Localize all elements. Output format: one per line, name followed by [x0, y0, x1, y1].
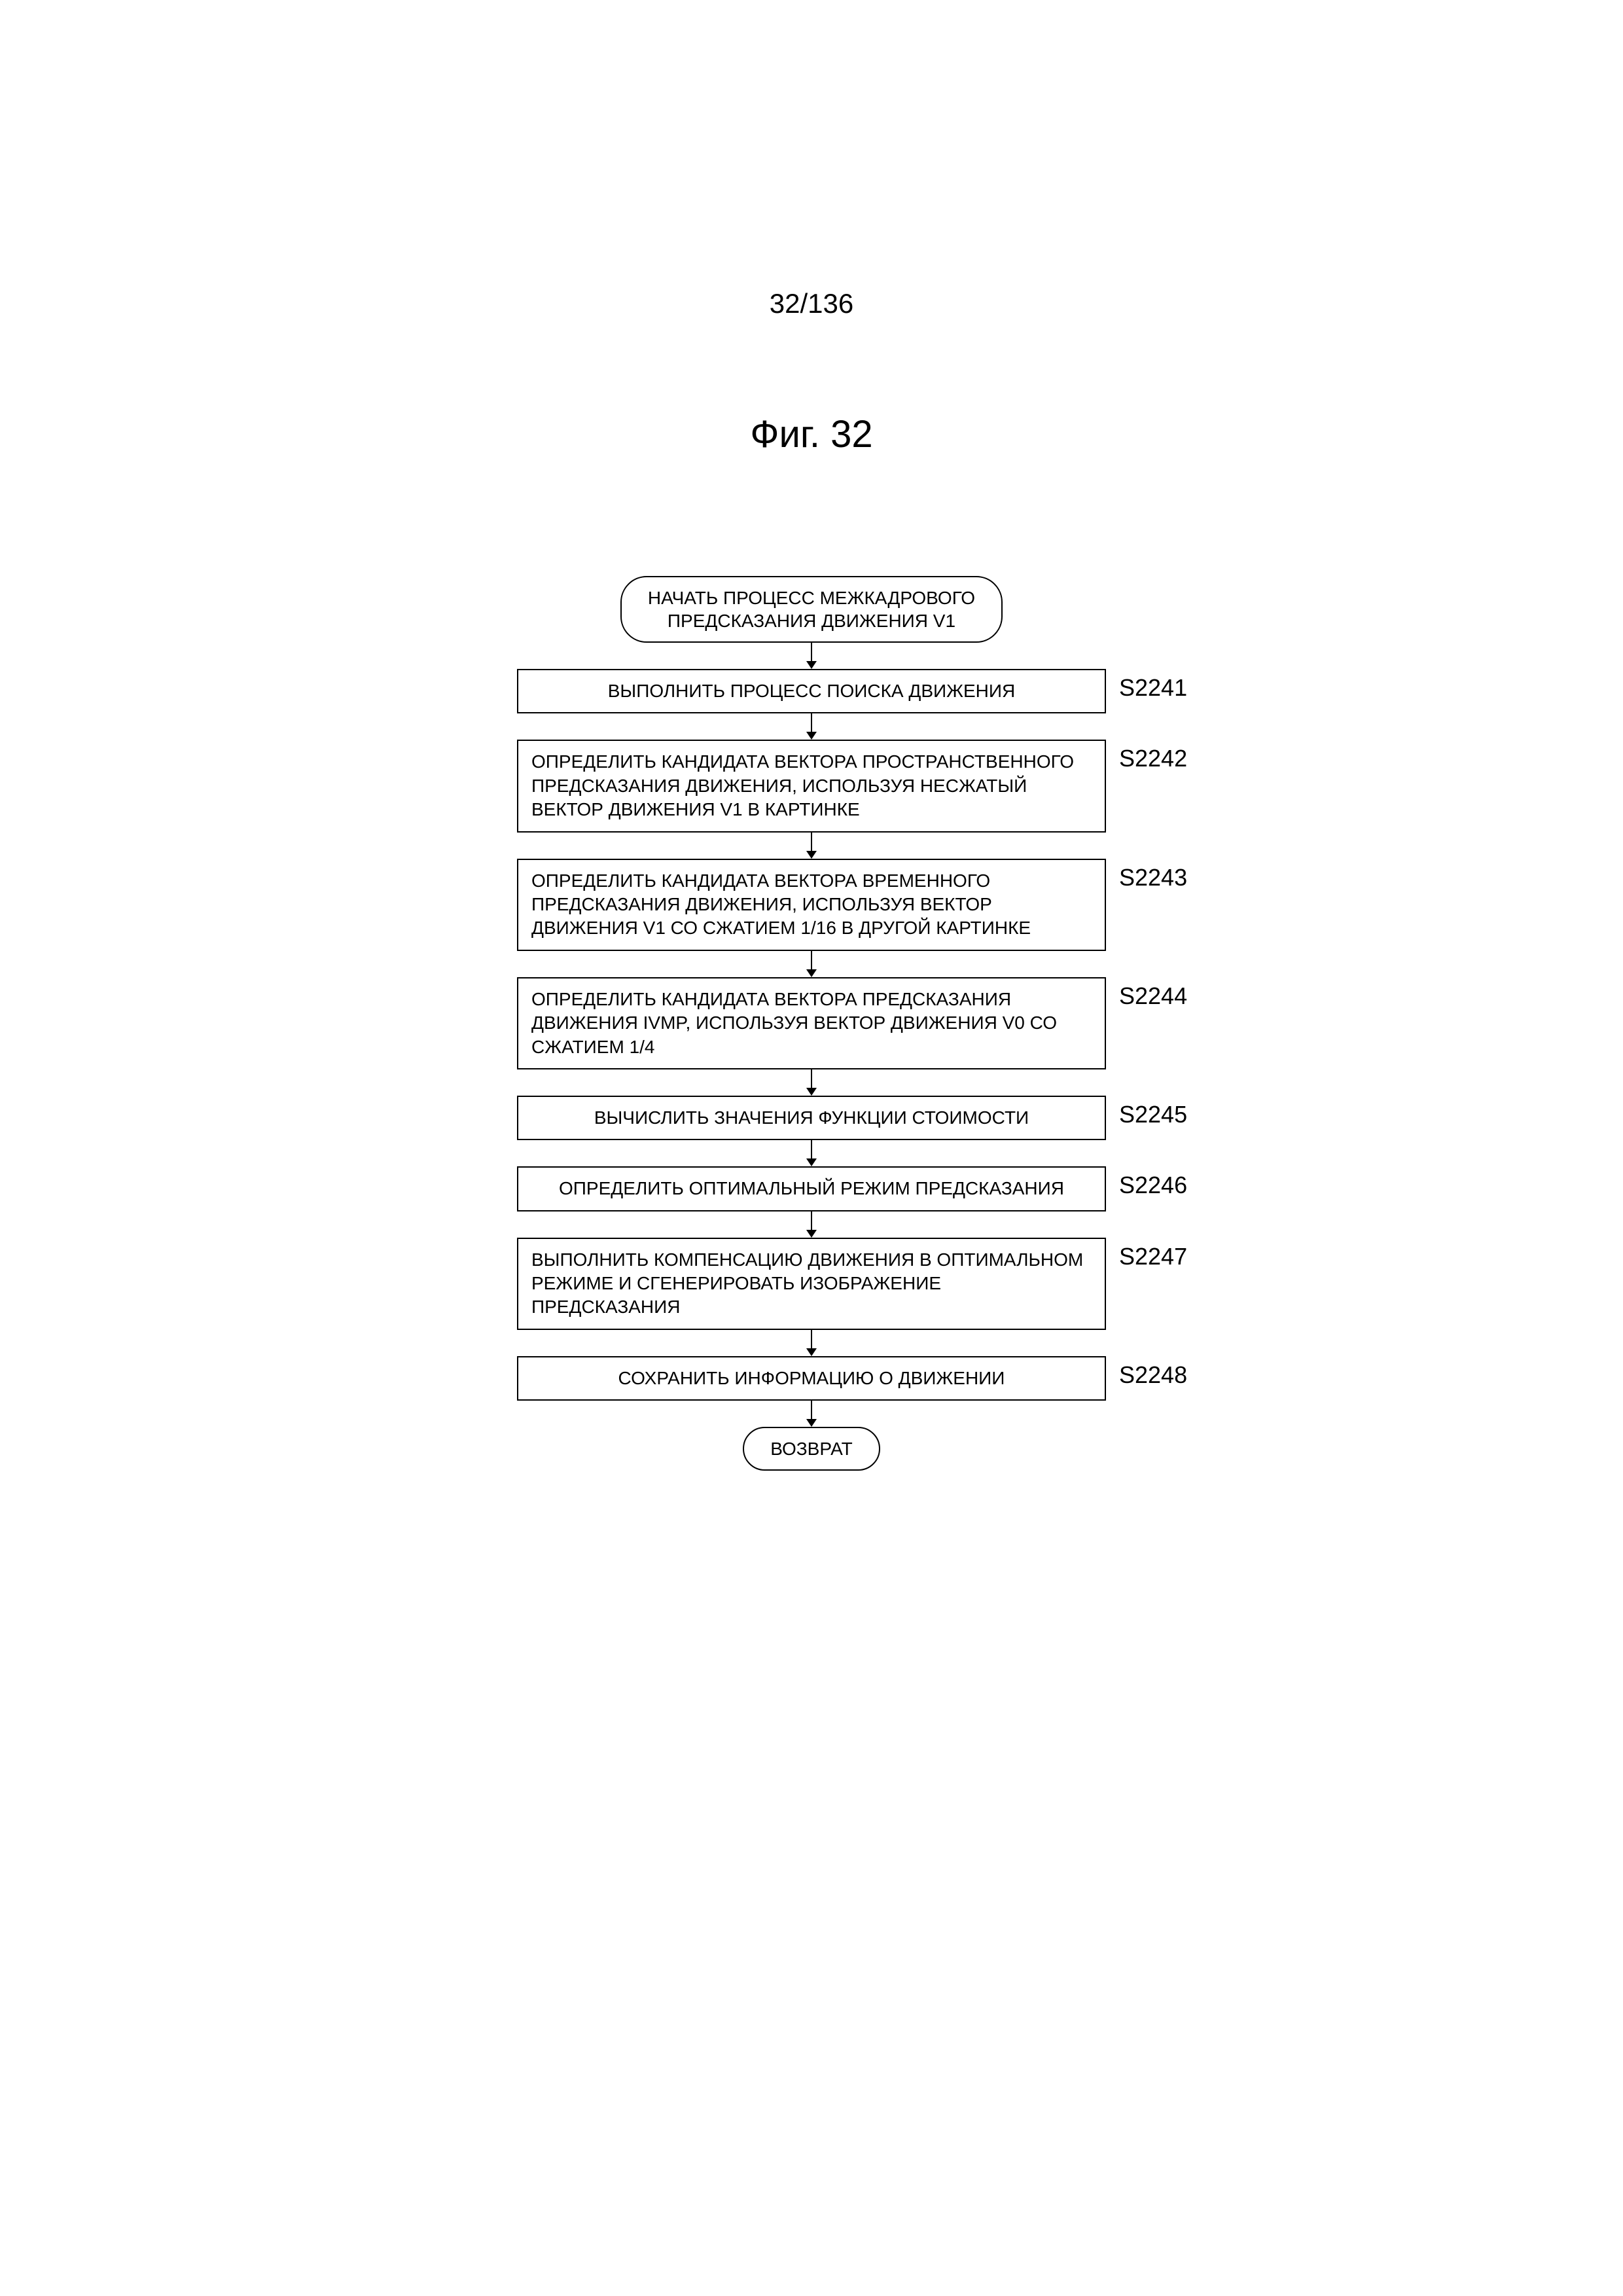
- process-box-3: ОПРЕДЕЛИТЬ КАНДИДАТА ВЕКТОРА ПРЕДСКАЗАНИ…: [517, 977, 1106, 1069]
- step-row-1: ОПРЕДЕЛИТЬ КАНДИДАТА ВЕКТОРА ПРОСТРАНСТВ…: [419, 740, 1204, 832]
- step-label-4: S2245: [1119, 1101, 1187, 1128]
- arrow-down-icon: [804, 713, 819, 740]
- arrow: [419, 1211, 1204, 1238]
- step-label-7: S2248: [1119, 1361, 1187, 1389]
- arrow: [419, 1401, 1204, 1427]
- arrow-down-icon: [804, 951, 819, 977]
- step-label-6: S2247: [1119, 1243, 1187, 1270]
- process-text-7: СОХРАНИТЬ ИНФОРМАЦИЮ О ДВИЖЕНИИ: [618, 1368, 1005, 1388]
- arrow: [419, 643, 1204, 669]
- start-terminal-row: НАЧАТЬ ПРОЦЕСС МЕЖКАДРОВОГОПРЕДСКАЗАНИЯ …: [419, 576, 1204, 643]
- arrow-down-icon: [804, 1140, 819, 1166]
- process-box-1: ОПРЕДЕЛИТЬ КАНДИДАТА ВЕКТОРА ПРОСТРАНСТВ…: [517, 740, 1106, 832]
- arrow: [419, 1140, 1204, 1166]
- arrow: [419, 713, 1204, 740]
- arrow-down-icon: [804, 833, 819, 859]
- process-text-3: ОПРЕДЕЛИТЬ КАНДИДАТА ВЕКТОРА ПРЕДСКАЗАНИ…: [531, 989, 1057, 1057]
- step-row-6: ВЫПОЛНИТЬ КОМПЕНСАЦИЮ ДВИЖЕНИЯ В ОПТИМАЛ…: [419, 1238, 1204, 1330]
- step-label-1: S2242: [1119, 745, 1187, 772]
- figure-title: Фиг. 32: [0, 412, 1623, 456]
- end-terminal-row: ВОЗВРАТ: [419, 1427, 1204, 1471]
- arrow-down-icon: [804, 1069, 819, 1096]
- step-row-3: ОПРЕДЕЛИТЬ КАНДИДАТА ВЕКТОРА ПРЕДСКАЗАНИ…: [419, 977, 1204, 1069]
- process-box-2: ОПРЕДЕЛИТЬ КАНДИДАТА ВЕКТОРА ВРЕМЕННОГО …: [517, 859, 1106, 951]
- flowchart-container: НАЧАТЬ ПРОЦЕСС МЕЖКАДРОВОГОПРЕДСКАЗАНИЯ …: [419, 576, 1204, 1471]
- arrow: [419, 1069, 1204, 1096]
- process-text-6: ВЫПОЛНИТЬ КОМПЕНСАЦИЮ ДВИЖЕНИЯ В ОПТИМАЛ…: [531, 1249, 1083, 1318]
- step-label-2: S2243: [1119, 864, 1187, 891]
- start-terminal: НАЧАТЬ ПРОЦЕСС МЕЖКАДРОВОГОПРЕДСКАЗАНИЯ …: [620, 576, 1003, 643]
- arrow-down-icon: [804, 643, 819, 669]
- arrow: [419, 951, 1204, 977]
- arrow: [419, 1330, 1204, 1356]
- arrow-down-icon: [804, 1330, 819, 1356]
- step-row-2: ОПРЕДЕЛИТЬ КАНДИДАТА ВЕКТОРА ВРЕМЕННОГО …: [419, 859, 1204, 951]
- arrow-down-icon: [804, 1211, 819, 1238]
- end-terminal: ВОЗВРАТ: [743, 1427, 880, 1471]
- process-text-0: ВЫПОЛНИТЬ ПРОЦЕСС ПОИСКА ДВИЖЕНИЯ: [608, 681, 1015, 701]
- page-number: 32/136: [0, 288, 1623, 319]
- end-terminal-text: ВОЗВРАТ: [770, 1439, 853, 1459]
- process-box-6: ВЫПОЛНИТЬ КОМПЕНСАЦИЮ ДВИЖЕНИЯ В ОПТИМАЛ…: [517, 1238, 1106, 1330]
- process-text-2: ОПРЕДЕЛИТЬ КАНДИДАТА ВЕКТОРА ВРЕМЕННОГО …: [531, 870, 1031, 939]
- process-box-5: ОПРЕДЕЛИТЬ ОПТИМАЛЬНЫЙ РЕЖИМ ПРЕДСКАЗАНИ…: [517, 1166, 1106, 1211]
- step-row-7: СОХРАНИТЬ ИНФОРМАЦИЮ О ДВИЖЕНИИ S2248: [419, 1356, 1204, 1401]
- step-row-5: ОПРЕДЕЛИТЬ ОПТИМАЛЬНЫЙ РЕЖИМ ПРЕДСКАЗАНИ…: [419, 1166, 1204, 1211]
- process-box-0: ВЫПОЛНИТЬ ПРОЦЕСС ПОИСКА ДВИЖЕНИЯ: [517, 669, 1106, 713]
- step-label-3: S2244: [1119, 982, 1187, 1010]
- step-row-0: ВЫПОЛНИТЬ ПРОЦЕСС ПОИСКА ДВИЖЕНИЯ S2241: [419, 669, 1204, 713]
- process-text-5: ОПРЕДЕЛИТЬ ОПТИМАЛЬНЫЙ РЕЖИМ ПРЕДСКАЗАНИ…: [559, 1178, 1064, 1198]
- step-label-0: S2241: [1119, 674, 1187, 702]
- process-box-4: ВЫЧИСЛИТЬ ЗНАЧЕНИЯ ФУНКЦИИ СТОИМОСТИ: [517, 1096, 1106, 1140]
- step-row-4: ВЫЧИСЛИТЬ ЗНАЧЕНИЯ ФУНКЦИИ СТОИМОСТИ S22…: [419, 1096, 1204, 1140]
- process-box-7: СОХРАНИТЬ ИНФОРМАЦИЮ О ДВИЖЕНИИ: [517, 1356, 1106, 1401]
- process-text-4: ВЫЧИСЛИТЬ ЗНАЧЕНИЯ ФУНКЦИИ СТОИМОСТИ: [594, 1107, 1029, 1128]
- start-terminal-text: НАЧАТЬ ПРОЦЕСС МЕЖКАДРОВОГОПРЕДСКАЗАНИЯ …: [648, 588, 975, 631]
- arrow: [419, 833, 1204, 859]
- arrow-down-icon: [804, 1401, 819, 1427]
- process-text-1: ОПРЕДЕЛИТЬ КАНДИДАТА ВЕКТОРА ПРОСТРАНСТВ…: [531, 751, 1074, 819]
- step-label-5: S2246: [1119, 1172, 1187, 1199]
